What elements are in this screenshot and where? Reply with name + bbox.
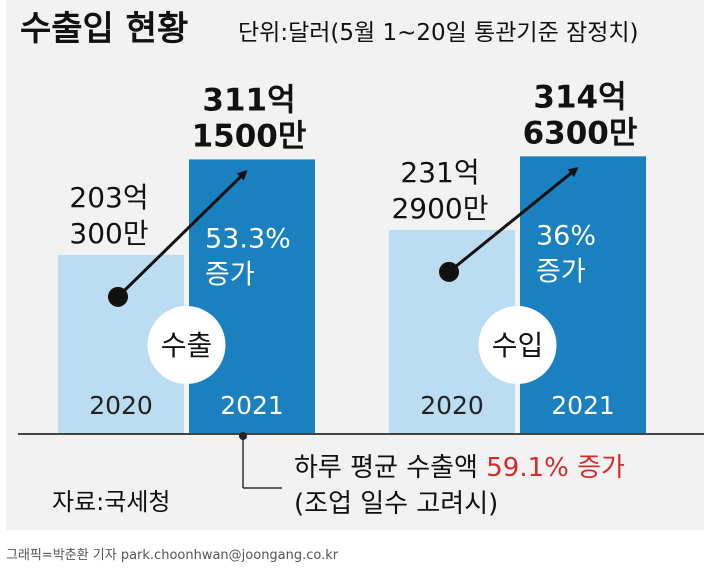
group-label-수입: 수입 [492,329,544,362]
year-label-수출-2021: 2021 [220,391,284,420]
year-label-수출-2020: 2020 [89,391,153,420]
growth-percent-수입: 36% [536,220,596,251]
value-label-수입-2021-line1: 314억 [533,79,626,115]
chart-svg: 수출입 현황 단위:달러(5월 1~20일 통관기준 잠정치) 2020 203억… [18,9,704,519]
growth-arrow-start-dot-수출 [108,286,128,307]
growth-arrow-수입 [448,167,579,274]
growth-percent-수출: 53.3% [205,223,291,254]
annotation-sub: (조업 일수 고려시) [294,489,498,519]
bar-수입-2021 [520,156,646,434]
group-badge-수출 [147,306,226,384]
growth-arrow-수출 [116,170,248,298]
group-badge-수입 [478,306,557,384]
value-label-수입-2020-line1: 231억 [400,156,479,189]
value-label-수출-2021-line1: 311억 [202,82,295,118]
value-label-수출-2021-line2: 1500만 [192,118,307,154]
group-label-수출: 수출 [161,329,213,362]
value-label-수출-2020-line2: 300만 [69,217,148,250]
value-label-수출-2020-line1: 203억 [69,181,148,214]
growth-arrow-start-dot-수입 [439,261,459,282]
year-label-수입-2021: 2021 [551,391,615,420]
annotation-highlight: 59.1% 증가 [486,453,625,483]
annotation-main-text: 하루 평균 수출액 [294,453,486,483]
value-label-수입-2021-line2: 6300만 [523,115,638,151]
growth-word-수출: 증가 [205,259,255,290]
year-label-수입-2020: 2020 [420,391,484,420]
photo-credit: 그래픽=박춘환 기자 park.choonhwan@joongang.co.kr [6,548,339,563]
annotation-leader-dot [239,432,247,440]
annotation-main: 하루 평균 수출액 59.1% 증가 [294,453,625,483]
chart-subtitle: 단위:달러(5월 1~20일 통관기준 잠정치) [238,20,639,46]
chart-title: 수출입 현황 [20,9,188,49]
growth-word-수입: 증가 [536,256,586,287]
source-note: 자료:국세청 [52,488,171,516]
value-label-수입-2020-line2: 2900만 [391,192,488,225]
